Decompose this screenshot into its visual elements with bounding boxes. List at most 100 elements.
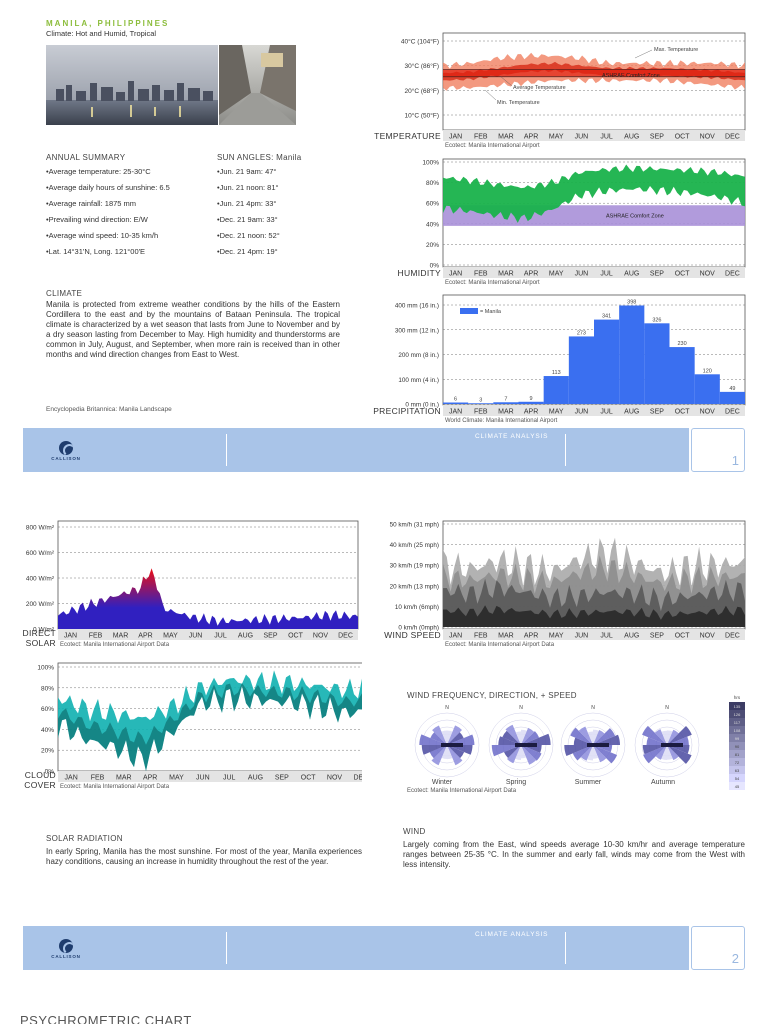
y-tick-label: 20 km/h (13 mph): [390, 583, 439, 590]
wind-rose-dominant-direction: [661, 743, 683, 747]
precipitation-bar: [694, 374, 720, 404]
wind-rose-sector: [667, 736, 689, 745]
wind-speed-chart: 50 km/h (31 mph) 40 km/h (25 mph) 30 km/h …: [384, 520, 746, 648]
month-label: DEC: [725, 271, 740, 278]
callison-logo: CALLISON: [49, 441, 83, 461]
wind-rose-sector: [667, 745, 673, 760]
legend-value-label: 135: [734, 704, 741, 709]
chart-source: Ecotect: Manila International Airport: [445, 143, 540, 149]
y-tick-label: 20%: [41, 748, 54, 755]
wind-rose-sector: [593, 729, 599, 745]
wind-rose-label-summer: Summer: [574, 779, 602, 786]
chart-title: CLOUD: [25, 770, 56, 780]
page-number-box: 1: [691, 428, 745, 472]
wind-rose-sector: [587, 731, 593, 745]
wind-rose-sector: [447, 725, 462, 745]
chart-source: Ecotect: Manila International Airport Da…: [60, 642, 170, 648]
month-label: AUG: [624, 134, 639, 141]
sun-angles-title: SUN ANGLES: Manila: [217, 153, 302, 162]
y-tick-label: 40 km/h (25 mph): [390, 542, 439, 549]
wind-rose-sector: [447, 732, 464, 745]
month-label: MAY: [549, 134, 564, 141]
y-tick-label: 10°C (50°F): [405, 112, 439, 120]
precipitation-bar: [594, 319, 620, 404]
legend-value-label: 90: [735, 744, 740, 749]
city-photo: [46, 45, 296, 125]
chart-title: HUMIDITY: [398, 268, 442, 278]
month-label: JUL: [600, 409, 613, 416]
direct-solar-chart: 800 W/m² 600 W/m² 400 W/m² 200 W/m² 0 W/m² JA…: [23, 520, 359, 648]
wind-rose-sector: [642, 725, 667, 745]
wind-rose-sector: [661, 730, 667, 745]
legend-color-step: [729, 702, 745, 710]
wind-rose-sector: [431, 745, 447, 766]
callison-logo-icon: [59, 441, 73, 455]
month-label: OCT: [288, 633, 304, 640]
wind-rose-title: WIND FREQUENCY, DIRECTION, + SPEED: [407, 691, 577, 700]
wind-rose-north-label: N: [665, 705, 669, 711]
precipitation-value-label: 341: [602, 314, 611, 320]
wind-rose-north-label: N: [591, 705, 595, 711]
precipitation-bar: [669, 347, 695, 404]
month-label: JUN: [575, 409, 589, 416]
y-tick-label: 30 km/h (19 mph): [390, 563, 439, 570]
month-label: DEC: [338, 633, 353, 640]
legend-value-label: 126: [734, 712, 741, 717]
chart-title: DIRECT: [23, 628, 56, 638]
month-label: MAY: [163, 633, 178, 640]
annual-summary-item: •Average wind speed: 10-35 km/h: [46, 231, 159, 240]
wind-rose-north-label: N: [445, 705, 449, 711]
sun-angle-item: •Dec. 21 9am: 33°: [217, 215, 278, 224]
month-label: MAR: [116, 775, 132, 782]
wind-rose-label-winter: Winter: [431, 779, 453, 786]
footer-divider: [565, 434, 566, 466]
wind-rose-sector: [432, 725, 447, 745]
callison-logo: CALLISON: [49, 939, 83, 959]
wind-rose-sector: [447, 745, 463, 766]
wind-rose-sector: [507, 745, 521, 764]
footer-title: CLIMATE ANALYSIS: [475, 931, 549, 938]
precipitation-bar: [543, 376, 569, 404]
page-number: 1: [731, 453, 739, 468]
wind-rose-sector: [655, 745, 667, 760]
precipitation-bar: [619, 305, 645, 404]
month-label: NOV: [313, 633, 329, 640]
month-label: JUN: [189, 633, 203, 640]
month-label: NOV: [700, 409, 716, 416]
month-label: APR: [524, 409, 538, 416]
sun-angle-item: •Jun. 21 4pm: 33°: [217, 199, 277, 208]
y-tick-label: 60%: [426, 201, 439, 208]
month-label: AUG: [624, 633, 639, 640]
wind-rose-sector: [502, 730, 521, 745]
month-label: AUG: [248, 775, 263, 782]
month-label: JAN: [449, 409, 462, 416]
precipitation-value-label: 113: [552, 370, 561, 376]
legend-value-label: 72: [735, 760, 740, 765]
callison-logo-text: CALLISON: [51, 954, 81, 959]
legend-label: = Manila: [480, 309, 502, 315]
comfort-zone-label: ASHRAE Comfort Zone: [606, 214, 664, 220]
y-tick-label: 20°C (68°F): [405, 87, 439, 95]
y-tick-label: 100%: [37, 665, 54, 672]
y-tick-label: 0%: [430, 263, 440, 270]
month-label: JUN: [196, 775, 210, 782]
chart-source: Ecotect: Manila International Airport Da…: [60, 784, 170, 790]
climate-source: Encyclopedia Britannica: Manila Landscap…: [46, 406, 172, 413]
y-tick-label: 50 km/h (31 mph): [390, 522, 439, 529]
month-label: FEB: [474, 633, 488, 640]
y-tick-label: 0 mm (0 in.): [405, 402, 439, 409]
city-title: MANILA, PHILIPPINES: [46, 19, 170, 28]
y-tick-label: 100%: [422, 160, 439, 167]
month-label: DEC: [353, 775, 362, 782]
precipitation-bar: [493, 402, 519, 404]
y-tick-label: 600 W/m²: [26, 550, 55, 557]
wind-rose-sector: [642, 745, 667, 755]
precipitation-value-label: 6: [454, 397, 457, 403]
wind-rose-sector: [667, 745, 679, 761]
psychrometric-title: PSYCHROMETRIC CHART: [20, 1013, 192, 1024]
month-label: AUG: [624, 409, 639, 416]
annotation-leader: [634, 49, 653, 59]
precipitation-chart: 400 mm (16 in.) 300 mm (12 in.) 200 mm (8 …: [373, 294, 746, 424]
wind-rose-label-spring: Spring: [505, 779, 527, 786]
